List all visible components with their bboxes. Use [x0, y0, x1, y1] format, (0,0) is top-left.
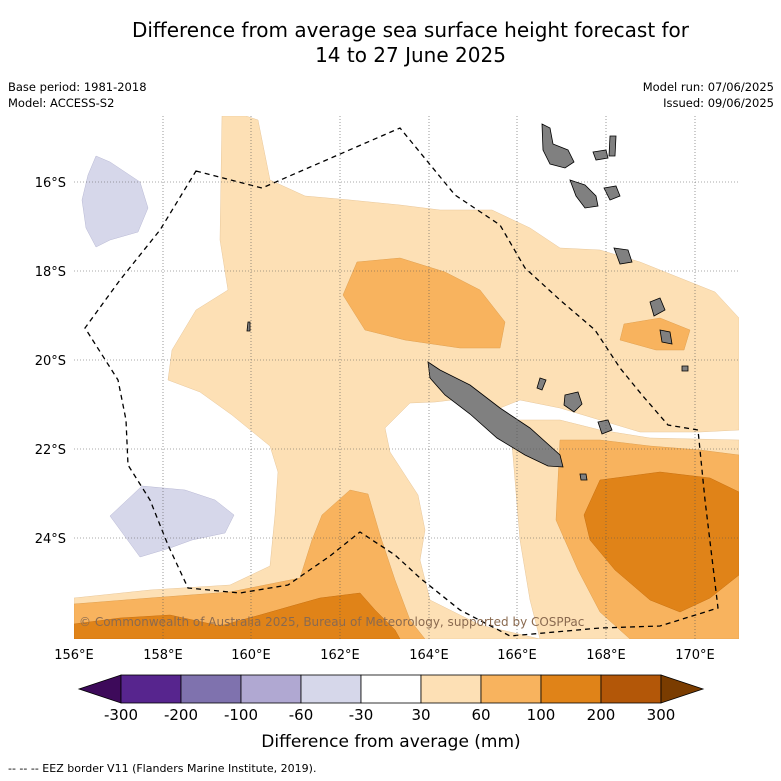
- hunter-island: [649, 297, 666, 317]
- meta-left: Base period: 1981-2018 Model: ACCESS-S2: [8, 79, 147, 111]
- espiritu-santo-island: [541, 123, 575, 169]
- colorbar-tick-label: -100: [224, 706, 258, 724]
- anomaly-region-30-60: [74, 116, 739, 639]
- lon-label: 166°E: [497, 648, 537, 663]
- lon-label: 160°E: [231, 648, 271, 663]
- colorbar-tick-label: -30: [349, 706, 374, 724]
- colorbar-segment: [480, 674, 542, 704]
- meta-right: Model run: 07/06/2025 Issued: 09/06/2025: [643, 79, 774, 111]
- colorbar-segment: [300, 674, 362, 704]
- efate-island: [603, 185, 621, 201]
- colorbar-tick-label: 100: [527, 706, 556, 724]
- colorbar-segment: [540, 674, 602, 704]
- colorbar-extend-high: [660, 674, 705, 704]
- latitude-labels: 16°S 18°S 20°S 22°S 24°S: [35, 176, 66, 547]
- lon-label: 162°E: [320, 648, 360, 663]
- eez-border: [84, 127, 719, 637]
- lat-label: 24°S: [35, 532, 66, 547]
- map-title-line1: Difference from average sea surface heig…: [131, 18, 690, 42]
- map-plot-area: [74, 116, 739, 639]
- lon-label: 170°E: [675, 648, 715, 663]
- ouvea-island: [536, 377, 547, 391]
- colorbar-title: Difference from average (mm): [261, 732, 520, 752]
- anomaly-region-neg30-neg60-south: [109, 485, 235, 558]
- matthew-island: [659, 329, 673, 345]
- base-period: Base period: 1981-2018: [8, 80, 147, 94]
- anomaly-region-60-100-east: [619, 317, 691, 351]
- mare-island: [597, 419, 613, 435]
- colorbar-tick-label: -60: [289, 706, 314, 724]
- colorbar-segment: [420, 674, 482, 704]
- colorbar-tick-label: 30: [411, 706, 430, 724]
- anomaly-region-60-100: [342, 257, 506, 349]
- longitude-labels: 156°E 158°E 160°E 162°E 164°E 166°E 168°…: [54, 648, 715, 663]
- copyright-notice: © Commonwealth of Australia 2025, Bureau…: [79, 615, 584, 629]
- lon-label: 168°E: [586, 648, 626, 663]
- colorbar-tick-label: -300: [104, 706, 138, 724]
- lifou-island: [563, 391, 583, 413]
- colorbar-segment: [180, 674, 242, 704]
- ambae-island: [592, 149, 609, 161]
- lat-label: 18°S: [35, 265, 66, 280]
- map-title-line2: 14 to 27 June 2025: [315, 43, 506, 67]
- belep-islet: [579, 473, 588, 481]
- colorbar-tick-label: 200: [587, 706, 616, 724]
- lon-label: 158°E: [143, 648, 183, 663]
- colorbar-tick-label: 300: [647, 706, 676, 724]
- pentecost-island: [608, 135, 617, 157]
- colorbar-tick-label: 60: [471, 706, 490, 724]
- land-masses: [246, 123, 689, 481]
- lat-label: 16°S: [35, 176, 66, 191]
- lon-label: 156°E: [54, 648, 94, 663]
- erromango-island: [613, 247, 633, 265]
- eez-legend-note: -- -- -- EEZ border V11 (Flanders Marine…: [8, 762, 317, 775]
- new-caledonia-island: [427, 361, 564, 468]
- colorbar-extend-low: [77, 674, 122, 704]
- model-run: Model run: 07/06/2025: [642, 80, 774, 94]
- anomaly-region-100-200-south: [74, 592, 401, 639]
- colorbar-tick-label: -200: [164, 706, 198, 724]
- colorbar: [77, 674, 705, 704]
- colorbar-segment: [240, 674, 302, 704]
- colorbar-segment: [600, 674, 662, 704]
- colorbar-segment: [120, 674, 182, 704]
- colorbar-ticks: -300 -200 -100 -60 -30 30 60 100 200 300: [104, 706, 675, 724]
- graticule: [74, 116, 739, 639]
- walpole-island: [681, 365, 689, 372]
- issued-date: Issued: 09/06/2025: [663, 96, 774, 110]
- chesterfield-islet: [246, 321, 251, 332]
- lon-label: 164°E: [409, 648, 449, 663]
- lat-label: 22°S: [35, 443, 66, 458]
- malakula-island: [569, 179, 599, 209]
- lat-label: 20°S: [35, 354, 66, 369]
- model-name: Model: ACCESS-S2: [8, 96, 115, 110]
- colorbar-segment: [360, 674, 422, 704]
- anomaly-region-neg30-neg60-north: [81, 155, 149, 248]
